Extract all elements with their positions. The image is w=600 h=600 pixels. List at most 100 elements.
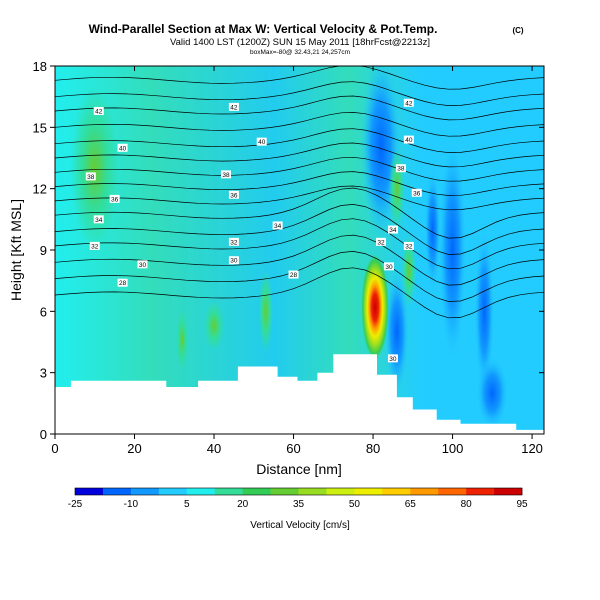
isentrope-label-bg (256, 137, 267, 146)
y-tick-label: 6 (40, 304, 47, 319)
isentrope-label-bg (395, 164, 406, 173)
colorbar-swatch (494, 488, 523, 495)
colorbar-swatch (438, 488, 467, 495)
isentrope-line (55, 171, 544, 196)
isentrope-label-bg (411, 188, 422, 197)
isentrope-line (55, 81, 544, 106)
isentrope-label: 32 (91, 243, 99, 250)
y-tick-label: 9 (40, 243, 47, 258)
isentrope-label-bg (383, 262, 394, 271)
y-tick-label: 12 (33, 182, 47, 197)
isentrope-label: 40 (258, 139, 266, 146)
colorbar-swatch (214, 488, 243, 495)
isentrope-labels: 28 30 32 34 36 38 40 42 30 32 34 36 38 40 42 28 32 34 30 32… (85, 98, 422, 363)
isentrope-label: 36 (111, 196, 119, 203)
isentrope-label-bg (387, 354, 398, 363)
colorbar: -25 -10 5 20 35 50 65 80 95 (68, 487, 528, 510)
isentrope-label: 40 (119, 145, 127, 152)
isentrope-line (55, 204, 544, 255)
x-tick-label: 100 (442, 441, 464, 456)
colorbar-swatch (410, 488, 439, 495)
velocity-cell (258, 270, 273, 353)
terrain (55, 354, 544, 434)
chart-title: Wind-Parallel Section at Max W: Vertical… (89, 22, 438, 36)
colorbar-label: Vertical Velocity [cm/s] (250, 520, 350, 531)
isentrope-label: 36 (413, 190, 421, 197)
colorbar-swatch (298, 488, 327, 495)
y-tick-label: 0 (40, 427, 47, 442)
isentrope-label: 42 (405, 100, 413, 107)
velocity-cell (438, 137, 467, 363)
colorbar-tick-label: 35 (293, 499, 305, 510)
plot-area: 28 30 32 34 36 38 40 42 30 32 34 36 38 40 42 28 32 34 30 32… (55, 66, 544, 434)
isentrope-label: 32 (377, 239, 385, 246)
copyright-mark: (C) (512, 26, 523, 35)
isentrope-label-bg (228, 190, 239, 199)
isentrope-label: 28 (119, 280, 127, 287)
colorbar-frame (74, 487, 523, 496)
colorbar-swatch (382, 488, 411, 495)
isentrope-label-bg (228, 237, 239, 246)
colorbar-swatch (354, 488, 383, 495)
colorbar-tick-label: 65 (405, 499, 417, 510)
isentrope-label: 38 (87, 174, 95, 181)
velocity-cell (204, 301, 224, 351)
isentrope-label: 30 (230, 258, 238, 265)
isentrope-label: 38 (397, 166, 405, 173)
x-axis-label: Distance [nm] (256, 461, 342, 477)
isentrope-label-bg (117, 143, 128, 152)
isentrope-label: 32 (405, 243, 413, 250)
isentrope-line (55, 156, 544, 182)
x-tick-label: 0 (51, 441, 58, 456)
velocity-field (70, 66, 509, 430)
isentrope-label-bg (403, 135, 414, 144)
isentrope-label-bg (89, 241, 100, 250)
velocity-cell (424, 168, 441, 291)
location-info: boxMax=-80@ 32.43,21 24,257cm (250, 49, 350, 56)
isentrope-label-bg (137, 260, 148, 269)
velocity-cell (176, 309, 189, 371)
isentrope-line (55, 66, 544, 90)
isentrope-label: 30 (389, 356, 397, 363)
x-axis: 0 20 40 60 80 100 120 (51, 66, 543, 456)
isentrope-label-bg (220, 170, 231, 179)
valid-time: Valid 1400 LST (1200Z) SUN 15 May 2011 [… (170, 37, 430, 48)
velocity-cell (388, 147, 405, 230)
velocity-cell (384, 270, 409, 394)
velocity-cell (70, 86, 119, 250)
isentrope-label-bg (85, 172, 96, 181)
colorbar-swatch (242, 488, 271, 495)
isentrope-label: 30 (139, 262, 147, 269)
isentrope-line (55, 185, 544, 211)
isentrope-label: 30 (385, 264, 393, 271)
isentrope-line (55, 142, 544, 168)
isentrope-label-bg (376, 237, 386, 246)
isentrope-label-bg (228, 102, 239, 111)
x-tick-label: 120 (521, 441, 543, 456)
colorbar-tick-label: -25 (68, 499, 83, 510)
colorbar-swatch (186, 488, 215, 495)
isentrope-label: 34 (95, 217, 103, 224)
colorbar-swatch (158, 488, 188, 495)
isentrope-label-bg (117, 278, 128, 287)
colorbar-tick-label: -10 (124, 499, 139, 510)
isentropes (55, 66, 544, 319)
colorbar-tick-label: 50 (349, 499, 361, 510)
colorbar-tick-label: 20 (237, 499, 249, 510)
isentrope-line (55, 251, 544, 302)
isentrope-label-bg (93, 215, 104, 224)
isentrope-line (55, 95, 544, 121)
isentrope-label: 28 (290, 272, 298, 279)
isentrope-line (55, 128, 544, 153)
x-tick-label: 20 (127, 441, 141, 456)
isentrope-label: 42 (95, 108, 103, 115)
isentrope-label: 34 (274, 223, 282, 230)
y-tick-label: 3 (40, 366, 47, 381)
isentrope-label-bg (387, 225, 398, 234)
isentrope-line (55, 234, 544, 286)
field-background (55, 66, 544, 434)
colorbar-swatch (270, 488, 299, 495)
velocity-cell (476, 356, 509, 430)
